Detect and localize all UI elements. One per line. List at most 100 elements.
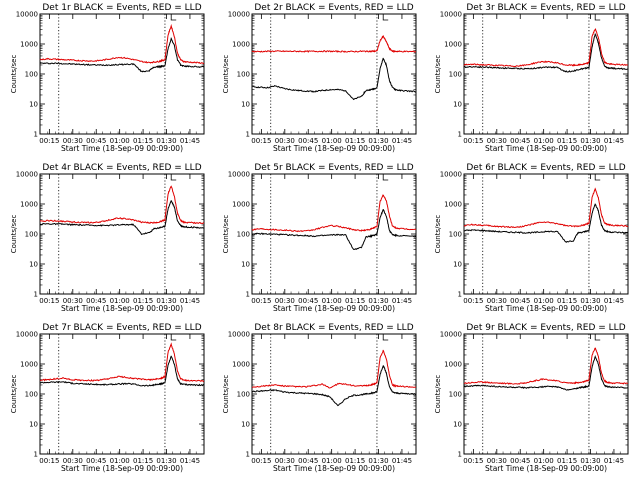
y-axis-label: Counts/sec <box>10 55 18 94</box>
x-tick-label: 01:45 <box>180 297 200 305</box>
events-line <box>251 365 417 407</box>
y-axis-label: Counts/sec <box>10 375 18 414</box>
y-tick-label: 10 <box>241 101 250 109</box>
y-tick-label: 1000 <box>20 201 38 209</box>
x-tick-label: 01:45 <box>392 137 412 145</box>
y-tick-label: 1000 <box>444 201 462 209</box>
x-tick-label: 01:00 <box>110 457 130 465</box>
detector-panel-5: Det 5r BLACK = Events, RED = LLD 1 10 100 10… <box>222 163 417 313</box>
x-axis-label: Start Time (18-Sep-09 00:09:00) <box>485 304 607 313</box>
x-tick-label: 01:45 <box>180 137 200 145</box>
detector-panel-8: Det 8r BLACK = Events, RED = LLD 1 10 100 10… <box>222 323 417 473</box>
x-tick-label: 00:15 <box>463 137 483 145</box>
x-tick-label: 01:45 <box>604 297 624 305</box>
x-tick-label: 00:15 <box>251 297 271 305</box>
panel-title: Det 1r BLACK = Events, RED = LLD <box>42 3 201 13</box>
x-tick-label: 01:15 <box>133 457 153 465</box>
x-tick-label: 01:15 <box>345 137 365 145</box>
events-line <box>251 57 417 101</box>
x-tick-label: 00:30 <box>487 297 507 305</box>
x-tick-label: 01:45 <box>604 137 624 145</box>
x-tick-label: 00:15 <box>39 457 59 465</box>
y-axis-label: Counts/sec <box>222 375 230 414</box>
y-tick-label: 10 <box>241 421 250 429</box>
x-tick-label: 01:45 <box>392 297 412 305</box>
x-tick-label: 01:15 <box>345 457 365 465</box>
detector-panel-7: Det 7r BLACK = Events, RED = LLD 1 10 100 10… <box>10 323 205 473</box>
x-tick-label: 01:00 <box>110 297 130 305</box>
x-axis-label: Start Time (18-Sep-09 00:09:00) <box>485 144 607 153</box>
events-line <box>463 203 629 243</box>
events-line <box>251 208 417 251</box>
x-tick-label: 00:45 <box>510 137 530 145</box>
x-axis-label: Start Time (18-Sep-09 00:09:00) <box>61 144 183 153</box>
y-tick-label: 1000 <box>232 361 250 369</box>
plot-frame <box>39 13 205 135</box>
lld-line <box>39 342 205 383</box>
x-tick-label: 01:15 <box>133 297 153 305</box>
interval-marker <box>594 174 601 181</box>
y-tick-label: 1 <box>458 291 462 299</box>
x-axis-label: Start Time (18-Sep-09 00:09:00) <box>61 464 183 473</box>
x-axis-label: Start Time (18-Sep-09 00:09:00) <box>273 304 395 313</box>
y-tick-label: 1 <box>246 451 250 459</box>
x-axis-label: Start Time (18-Sep-09 00:09:00) <box>273 144 395 153</box>
y-tick-label: 10 <box>29 101 38 109</box>
plot-frame <box>463 333 629 455</box>
x-axis-label: Start Time (18-Sep-09 00:09:00) <box>273 464 395 473</box>
x-tick-label: 00:45 <box>86 457 106 465</box>
y-tick-label: 1000 <box>20 41 38 49</box>
y-tick-label: 1000 <box>444 41 462 49</box>
x-tick-label: 01:00 <box>534 297 554 305</box>
detector-panel-2: Det 2r BLACK = Events, RED = LLD 1 10 100 10… <box>222 3 417 153</box>
x-tick-label: 01:30 <box>580 137 600 145</box>
plot-frame <box>251 13 417 135</box>
x-tick-label: 00:45 <box>298 137 318 145</box>
x-tick-label: 01:30 <box>580 457 600 465</box>
detector-panel-6: Det 6r BLACK = Events, RED = LLD 1 10 100 10… <box>434 163 629 313</box>
x-tick-label: 00:15 <box>463 297 483 305</box>
panel-title: Det 6r BLACK = Events, RED = LLD <box>466 163 625 173</box>
x-tick-label: 00:30 <box>487 137 507 145</box>
interval-marker <box>170 334 177 341</box>
x-axis-label: Start Time (18-Sep-09 00:09:00) <box>485 464 607 473</box>
y-tick-label: 100 <box>449 231 462 239</box>
plot-frame <box>463 13 629 135</box>
detector-panel-3: Det 3r BLACK = Events, RED = LLD 1 10 100 10… <box>434 3 629 153</box>
x-tick-label: 00:15 <box>463 457 483 465</box>
panel-title: Det 8r BLACK = Events, RED = LLD <box>254 323 413 333</box>
x-tick-label: 01:00 <box>534 457 554 465</box>
x-tick-label: 01:30 <box>368 457 388 465</box>
y-tick-label: 10000 <box>228 11 250 19</box>
y-tick-label: 10 <box>453 261 462 269</box>
lld-line <box>463 187 629 229</box>
panel-title: Det 2r BLACK = Events, RED = LLD <box>254 3 413 13</box>
y-tick-label: 1 <box>458 131 462 139</box>
lld-line <box>463 28 629 67</box>
y-tick-label: 10 <box>29 421 38 429</box>
x-tick-label: 00:30 <box>275 297 295 305</box>
y-tick-label: 10000 <box>440 11 462 19</box>
x-tick-label: 01:15 <box>133 137 153 145</box>
plot-frame <box>463 173 629 295</box>
x-tick-label: 01:00 <box>534 137 554 145</box>
x-tick-label: 01:45 <box>180 457 200 465</box>
panel-title: Det 7r BLACK = Events, RED = LLD <box>42 323 201 333</box>
x-tick-label: 00:45 <box>510 457 530 465</box>
x-tick-label: 01:30 <box>156 297 176 305</box>
x-tick-label: 00:30 <box>275 137 295 145</box>
y-axis-label: Counts/sec <box>434 215 442 254</box>
y-tick-label: 10000 <box>440 331 462 339</box>
y-tick-label: 1000 <box>20 361 38 369</box>
y-tick-label: 100 <box>237 391 250 399</box>
x-tick-label: 00:30 <box>487 457 507 465</box>
panel-title: Det 5r BLACK = Events, RED = LLD <box>254 163 413 173</box>
x-tick-label: 01:15 <box>557 457 577 465</box>
x-tick-label: 00:15 <box>39 297 59 305</box>
x-tick-label: 00:45 <box>510 297 530 305</box>
plot-frame <box>251 333 417 455</box>
y-tick-label: 1 <box>34 291 38 299</box>
x-tick-label: 01:15 <box>557 297 577 305</box>
y-tick-label: 100 <box>237 71 250 79</box>
interval-marker <box>170 174 177 181</box>
